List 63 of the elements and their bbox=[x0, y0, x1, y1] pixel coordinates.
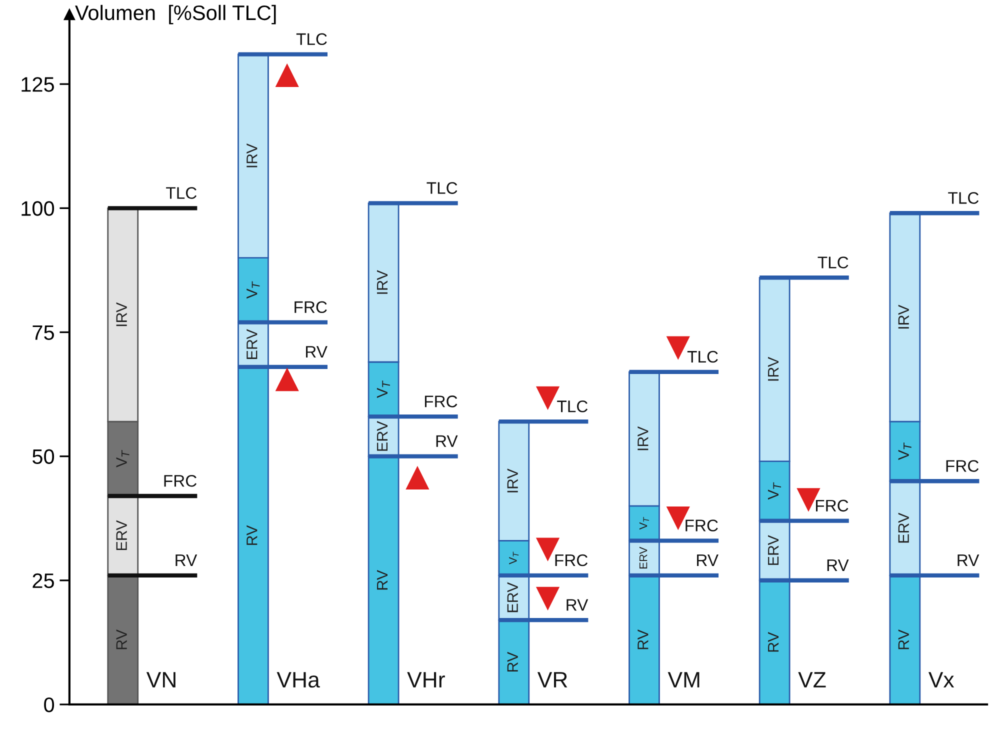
series-label: V$_{T}$ bbox=[768, 482, 782, 500]
data-label: FRC bbox=[555, 554, 588, 566]
text: IRV bbox=[246, 144, 258, 168]
data-label: FRC bbox=[946, 460, 979, 472]
data-label: RV bbox=[566, 599, 588, 611]
y-tick-label: 25 bbox=[32, 573, 54, 588]
x-tick-label: VHr bbox=[407, 672, 445, 688]
text: V$_{T}$ bbox=[246, 281, 260, 299]
text: ERV bbox=[246, 329, 258, 359]
x-tick-label: VHa bbox=[276, 672, 320, 688]
text: ERV bbox=[639, 546, 648, 568]
data-label: FRC bbox=[164, 474, 197, 487]
text: V$_{T}$ bbox=[898, 442, 912, 460]
data-label: RV bbox=[697, 554, 718, 566]
data-label: TLC bbox=[296, 33, 327, 46]
text: RV bbox=[377, 570, 388, 590]
data-label: RV bbox=[827, 559, 849, 571]
text: ERV bbox=[768, 535, 779, 565]
y-tick-label: 100 bbox=[22, 201, 54, 216]
text: RV bbox=[246, 525, 258, 545]
y-tick-label: 125 bbox=[22, 77, 54, 92]
text: IRV bbox=[116, 302, 127, 326]
text: IRV bbox=[377, 270, 388, 294]
text: ERV bbox=[898, 512, 909, 543]
text: RV bbox=[898, 630, 909, 650]
x-tick-label: Vx bbox=[928, 672, 954, 688]
text: RV bbox=[507, 652, 518, 672]
data-label: TLC bbox=[426, 182, 458, 194]
text: V$_{T}$ bbox=[116, 450, 130, 468]
data-label: RV bbox=[306, 346, 328, 358]
data-label: TLC bbox=[687, 350, 718, 363]
data-label: FRC bbox=[686, 520, 718, 532]
y-tick-label: 75 bbox=[32, 325, 54, 340]
data-label: RV bbox=[436, 435, 458, 447]
data-label: FRC bbox=[424, 396, 458, 408]
data-label: TLC bbox=[818, 256, 848, 268]
data-label: FRC bbox=[294, 301, 327, 314]
x-tick-label: VN bbox=[146, 672, 176, 688]
text: ERV bbox=[507, 582, 518, 612]
x-tick-label: VM bbox=[668, 672, 700, 688]
data-label: TLC bbox=[948, 192, 979, 204]
text: V$_{T}$ bbox=[639, 516, 649, 530]
text: IRV bbox=[898, 304, 909, 329]
text: ERV bbox=[116, 520, 127, 550]
series-label: RV bbox=[638, 630, 648, 650]
y-axis-title: Volumen [%Soll TLC] bbox=[75, 4, 276, 24]
data-label: RV bbox=[176, 554, 198, 566]
x-tick-label: VR bbox=[537, 672, 568, 688]
data-label: TLC bbox=[557, 400, 588, 412]
series-label: IRV bbox=[638, 426, 648, 450]
text: IRV bbox=[507, 468, 518, 492]
text: RV bbox=[116, 630, 127, 650]
data-label: FRC bbox=[816, 500, 848, 512]
series-label: ERV bbox=[377, 420, 388, 451]
data-label: RV bbox=[958, 554, 980, 566]
text: V$_{T}$ bbox=[376, 380, 390, 398]
data-label: TLC bbox=[166, 187, 197, 199]
text: V$_{T}$ bbox=[509, 552, 519, 564]
x-tick-label: VZ bbox=[798, 672, 826, 688]
text: IRV bbox=[768, 356, 779, 381]
y-tick-label: 50 bbox=[32, 449, 54, 464]
y-tick-label: 0 bbox=[44, 697, 54, 712]
text: RV bbox=[768, 632, 779, 652]
